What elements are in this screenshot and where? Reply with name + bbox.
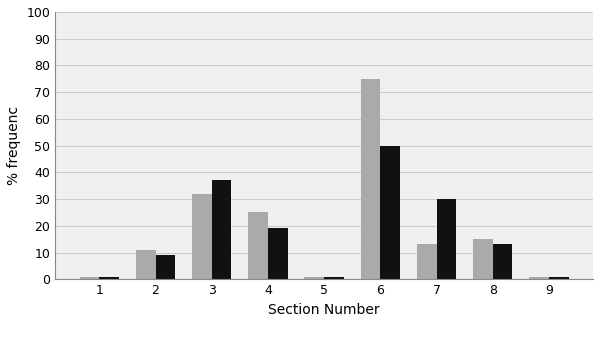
X-axis label: Section Number: Section Number bbox=[268, 303, 380, 317]
Bar bbox=[380, 146, 400, 279]
Bar bbox=[549, 277, 569, 279]
Bar bbox=[268, 228, 287, 279]
Y-axis label: % frequenc: % frequenc bbox=[7, 106, 21, 185]
Bar bbox=[248, 212, 268, 279]
Bar bbox=[361, 79, 380, 279]
Bar bbox=[493, 245, 512, 279]
Bar bbox=[529, 277, 549, 279]
Bar bbox=[212, 180, 232, 279]
Bar bbox=[473, 239, 493, 279]
Bar bbox=[324, 277, 344, 279]
Bar bbox=[155, 255, 175, 279]
Bar bbox=[136, 250, 155, 279]
Bar bbox=[437, 199, 456, 279]
Bar bbox=[304, 277, 324, 279]
Bar bbox=[192, 194, 212, 279]
Bar bbox=[80, 277, 100, 279]
Bar bbox=[417, 245, 437, 279]
Bar bbox=[100, 277, 119, 279]
